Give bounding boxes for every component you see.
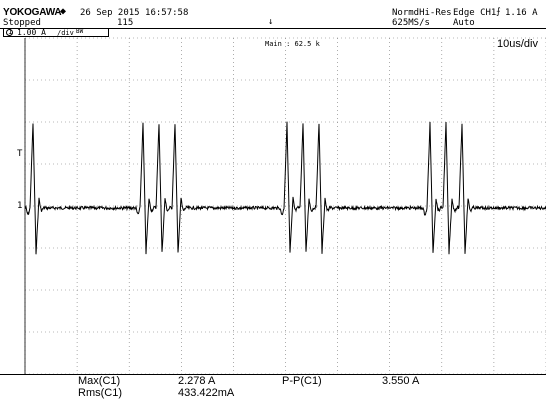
header-divider (0, 28, 546, 29)
meas-max-value: 2.278 A (178, 375, 216, 387)
main-record-length: Main : 62.5 k (265, 40, 320, 48)
channel-scale: 1.00 A (17, 28, 46, 37)
run-status: Stopped (3, 18, 41, 28)
meas-pp-label: P-P(C1) (282, 375, 322, 387)
trigger-mode: Auto (453, 18, 475, 28)
channel-coupling: /div (57, 29, 74, 37)
trigger-type: Edge CH1 (453, 8, 497, 18)
meas-max-label: Max(C1) (78, 375, 121, 387)
trigger-level-marker: T (17, 149, 23, 159)
meas-pp-value: 3.550 A (382, 375, 420, 387)
timebase-label: 10us/div (497, 38, 538, 50)
acquisition-count: 115 (117, 18, 134, 28)
rising-edge-icon: ⨍ (496, 7, 501, 17)
channel-1-box[interactable] (3, 28, 109, 37)
trigger-level: 1.16 A (505, 8, 538, 18)
ch1-waveform-trace (24, 121, 546, 255)
diamond-logo-icon: ◆ (60, 6, 67, 17)
channel-number: 1 (8, 28, 13, 36)
trigger-position-marker: ↓ (268, 17, 274, 27)
ground-marker: 1 (17, 201, 23, 211)
bandwidth-limit: BW (76, 28, 84, 35)
acquisition-mode: NormdHi-Res (392, 8, 452, 18)
timestamp: 26 Sep 2015 16:57:58 (80, 8, 189, 18)
meas-rms-value: 433.422mA (178, 387, 235, 399)
sample-rate: 625MS/s (392, 18, 430, 28)
channel-1-circle-icon (6, 29, 13, 36)
measurement-divider (0, 374, 546, 375)
meas-rms-label: Rms(C1) (78, 387, 122, 399)
brand-logo: YOKOGAWA (3, 7, 62, 18)
